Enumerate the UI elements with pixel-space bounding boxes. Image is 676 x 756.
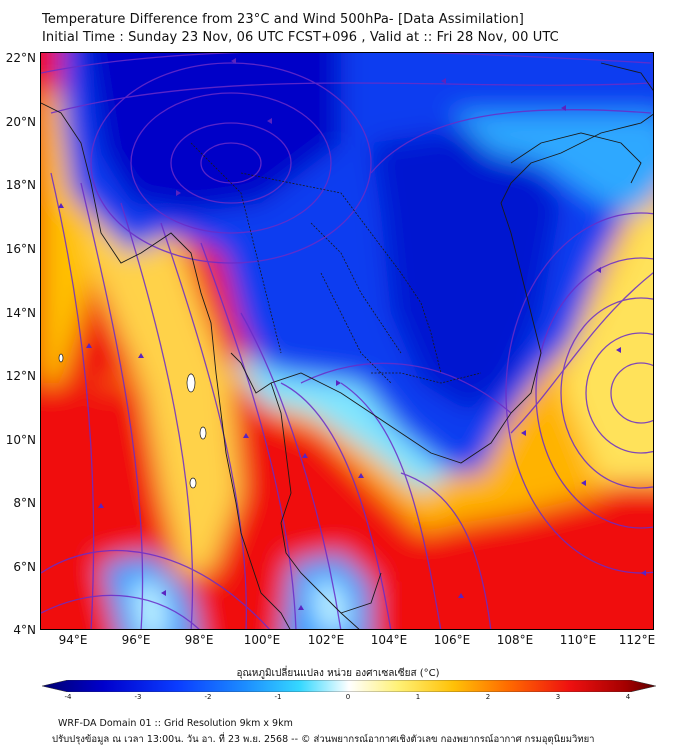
colorbar-tick: -1 bbox=[274, 693, 282, 701]
temperature-shading bbox=[41, 53, 653, 629]
chart-subtitle: Initial Time : Sunday 23 Nov, 06 UTC FCS… bbox=[42, 30, 559, 45]
lon-label: 104°E bbox=[370, 633, 408, 647]
lat-label: 4°N bbox=[13, 623, 36, 637]
lat-label: 18°N bbox=[5, 178, 36, 192]
chart-title: Temperature Difference from 23°C and Win… bbox=[42, 12, 524, 27]
lat-label: 22°N bbox=[5, 51, 36, 65]
wind-streamlines bbox=[41, 53, 653, 629]
colorbar-tick: 2 bbox=[485, 693, 491, 701]
lon-label: 100°E bbox=[243, 633, 281, 647]
temperature-field-map bbox=[41, 53, 653, 629]
colorbar-tick: -2 bbox=[204, 693, 212, 701]
lat-label: 16°N bbox=[5, 242, 36, 256]
coastlines bbox=[41, 62, 653, 629]
colorbar-tick: 1 bbox=[415, 693, 421, 701]
colorbar-tick: 3 bbox=[555, 693, 561, 701]
lat-label: 20°N bbox=[5, 115, 36, 129]
colorbar-tick: 0 bbox=[345, 693, 351, 701]
country-borders bbox=[190, 142, 482, 384]
footer-model-info: WRF-DA Domain 01 :: Grid Resolution 9km … bbox=[58, 718, 293, 729]
colorbar-tick: 4 bbox=[625, 693, 631, 701]
lat-label: 6°N bbox=[13, 560, 36, 574]
colorbar-tick: -3 bbox=[134, 693, 142, 701]
footer-credit: ปรับปรุงข้อมูล ณ เวลา 13:00น. วัน อา. ที… bbox=[52, 734, 595, 745]
lat-label: 8°N bbox=[13, 496, 36, 510]
lon-label: 102°E bbox=[307, 633, 345, 647]
lon-label: 108°E bbox=[496, 633, 534, 647]
lat-label: 14°N bbox=[5, 306, 36, 320]
lat-label: 12°N bbox=[5, 369, 36, 383]
map-panel[interactable] bbox=[40, 52, 654, 630]
colorbar-tick: -4 bbox=[64, 693, 72, 701]
lon-label: 94°E bbox=[58, 633, 88, 647]
lat-label: 10°N bbox=[5, 433, 36, 447]
islands bbox=[58, 353, 207, 489]
lon-label: 96°E bbox=[121, 633, 151, 647]
lon-label: 106°E bbox=[433, 633, 471, 647]
lon-label: 98°E bbox=[184, 633, 214, 647]
colorbar-title: อุณหภูมิเปลี่ยนแปลง หน่วย องศาเซลเซียส (… bbox=[236, 668, 440, 679]
colorbar bbox=[42, 680, 656, 692]
lon-label: 112°E bbox=[618, 633, 656, 647]
lon-label: 110°E bbox=[559, 633, 597, 647]
